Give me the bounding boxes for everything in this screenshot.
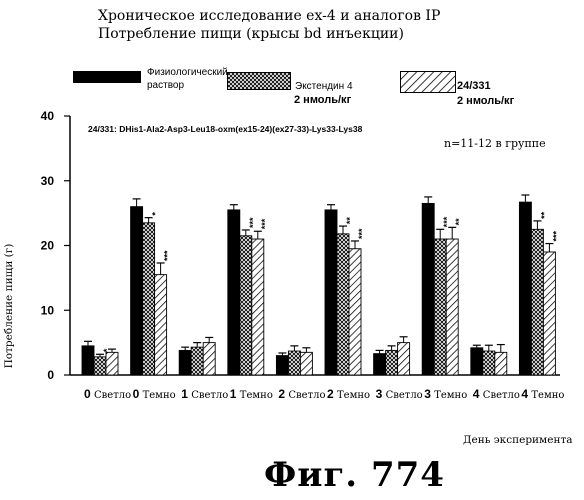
x-tick-label-day: 0 xyxy=(133,387,140,401)
significance-marker: ** xyxy=(345,217,355,225)
bar xyxy=(434,239,446,375)
bar xyxy=(276,356,288,375)
x-tick-label-day: 1 xyxy=(181,387,188,401)
bar xyxy=(94,357,106,375)
y-tick-label: 10 xyxy=(41,303,55,317)
bar xyxy=(228,210,240,375)
significance-marker: *** xyxy=(248,217,258,228)
bar xyxy=(495,352,507,375)
bar xyxy=(374,354,386,375)
y-axis-label: Потребление пищи (г) xyxy=(3,216,15,396)
significance-marker: * xyxy=(151,212,161,216)
x-tick-label-day: 0 xyxy=(84,387,91,401)
y-tick-label: 40 xyxy=(41,109,55,123)
bar xyxy=(398,343,410,375)
x-tick-label-day: 3 xyxy=(424,387,431,401)
bar xyxy=(300,352,312,375)
bar xyxy=(240,236,252,375)
x-tick-label-phase: Темно xyxy=(337,390,370,401)
bar xyxy=(203,343,215,375)
x-tick-label-day: 2 xyxy=(327,387,334,401)
bar xyxy=(155,275,167,375)
x-tick-label-phase: Темно xyxy=(531,390,564,401)
y-tick-label: 20 xyxy=(41,239,55,253)
group-size-annotation: n=11-12 в группе xyxy=(444,137,546,150)
significance-marker: *** xyxy=(163,250,173,261)
x-tick-label-day: 4 xyxy=(521,387,528,401)
x-tick-label-day: 1 xyxy=(230,387,237,401)
x-tick-label-day: 3 xyxy=(376,387,383,401)
bar xyxy=(471,348,483,375)
bar xyxy=(288,351,300,375)
x-axis-label: День эксперимента xyxy=(463,434,573,446)
x-tick-label-day: 2 xyxy=(278,387,285,401)
figure-label: Фиг. 774 xyxy=(264,455,445,495)
y-tick-label: 0 xyxy=(47,368,54,382)
x-tick-label-phase: Темно xyxy=(240,390,273,401)
x-tick-label-phase: Темно xyxy=(434,390,467,401)
significance-marker: ** xyxy=(454,218,464,226)
x-tick-label-phase: Светло xyxy=(386,390,423,401)
significance-marker: *** xyxy=(551,231,561,242)
significance-marker: ** xyxy=(539,211,549,219)
bar xyxy=(483,351,495,375)
y-tick-label: 30 xyxy=(41,174,55,188)
bar xyxy=(252,239,264,375)
significance-marker: * xyxy=(102,348,112,352)
bar xyxy=(519,202,531,375)
significance-marker: *** xyxy=(357,228,367,239)
bar xyxy=(106,352,118,375)
bar xyxy=(325,210,337,375)
x-tick-label-phase: Светло xyxy=(483,390,520,401)
bar xyxy=(422,203,434,375)
significance-marker: *** xyxy=(442,216,452,227)
bar xyxy=(131,207,143,375)
bar xyxy=(82,346,94,375)
bar xyxy=(543,252,555,375)
bar xyxy=(179,350,191,375)
x-tick-label-day: 4 xyxy=(473,387,480,401)
bar xyxy=(531,229,543,375)
x-tick-label-phase: Светло xyxy=(288,390,325,401)
compound-annotation: 24/331: DHis1-Ala2-Asp3-Leu18-oxm(ex15-2… xyxy=(88,124,362,134)
significance-marker: *** xyxy=(260,218,270,229)
bar xyxy=(143,223,155,375)
x-tick-label-phase: Светло xyxy=(94,390,131,401)
x-tick-label-phase: Светло xyxy=(191,390,228,401)
bar xyxy=(337,234,349,375)
bar xyxy=(386,350,398,375)
bar xyxy=(191,347,203,375)
bar xyxy=(446,239,458,375)
bar xyxy=(349,249,361,375)
x-tick-label-phase: Темно xyxy=(143,390,176,401)
